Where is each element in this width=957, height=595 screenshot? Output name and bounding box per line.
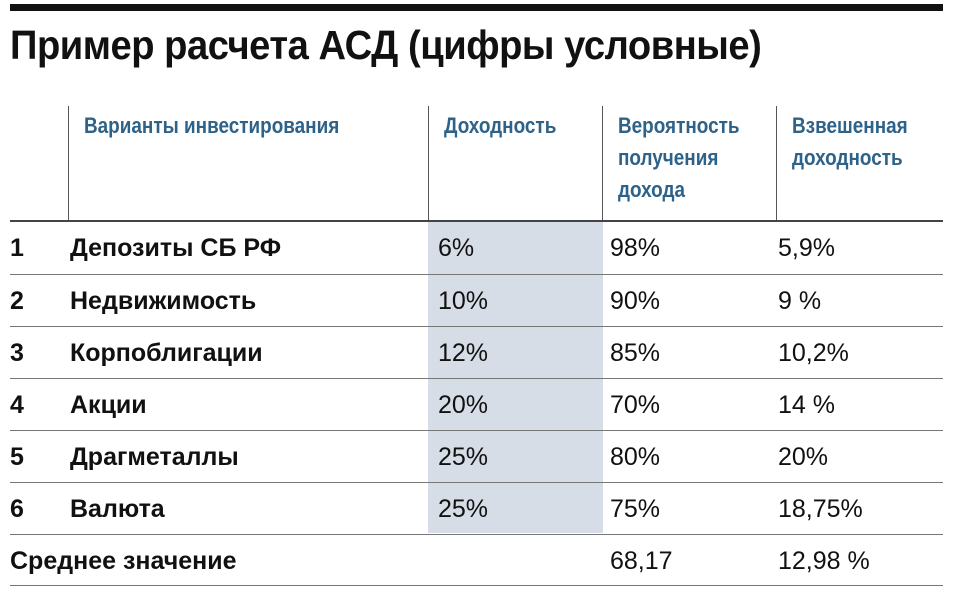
row-weighted: 20%: [778, 443, 829, 471]
yield-column-shade: [428, 222, 603, 533]
table-row: 2 Недвижимость 10% 90% 9 %: [10, 275, 943, 327]
row-number: 4: [10, 391, 24, 419]
header-variants: Варианты инвестирования: [84, 113, 340, 138]
row-divider: [10, 326, 943, 327]
row-weighted: 14 %: [778, 391, 835, 419]
header-probability: Вероятность получения дохода: [618, 113, 740, 202]
row-weighted: 9 %: [778, 287, 822, 315]
row-number: 5: [10, 443, 24, 471]
average-row: Среднее значение 68,17 12,98 %: [10, 535, 943, 587]
table-row: 5 Драгметаллы 25% 80% 20%: [10, 431, 943, 483]
top-rule: [10, 4, 943, 11]
row-yield: 25%: [438, 495, 489, 523]
row-divider: [10, 482, 943, 483]
table-row: 4 Акции 20% 70% 14 %: [10, 379, 943, 431]
row-number: 2: [10, 287, 24, 315]
row-yield: 10%: [438, 287, 489, 315]
investment-table: Варианты инвестирования Доходность Вероя…: [10, 106, 943, 586]
row-name: Драгметаллы: [70, 443, 239, 471]
header-divider: [776, 106, 777, 220]
table-row: 1 Депозиты СБ РФ 6% 98% 5,9%: [10, 222, 943, 274]
row-probability: 70%: [610, 391, 661, 419]
row-name: Депозиты СБ РФ: [70, 234, 282, 262]
header-divider: [428, 106, 429, 220]
row-yield: 12%: [438, 339, 489, 367]
header-bottom-rule: [10, 220, 943, 222]
table-row: 6 Валюта 25% 75% 18,75%: [10, 483, 943, 535]
table-row: 3 Корпоблигации 12% 85% 10,2%: [10, 327, 943, 379]
row-probability: 98%: [610, 234, 661, 262]
row-weighted: 10,2%: [778, 339, 849, 367]
row-weighted: 18,75%: [778, 495, 863, 523]
row-number: 3: [10, 339, 24, 367]
average-weighted: 12,98 %: [778, 547, 870, 575]
row-weighted: 5,9%: [778, 234, 835, 262]
row-yield: 25%: [438, 443, 489, 471]
row-name: Недвижимость: [70, 287, 257, 315]
row-yield: 20%: [438, 391, 489, 419]
header-divider: [68, 106, 69, 220]
row-number: 1: [10, 234, 24, 262]
row-divider: [10, 430, 943, 431]
row-divider: [10, 274, 943, 275]
row-divider: [10, 378, 943, 379]
row-probability: 90%: [610, 287, 661, 315]
header-weighted: Взвешенная доходность: [792, 113, 908, 170]
average-probability: 68,17: [610, 547, 673, 575]
row-probability: 80%: [610, 443, 661, 471]
row-divider: [10, 534, 943, 535]
row-yield: 6%: [438, 234, 475, 262]
row-number: 6: [10, 495, 24, 523]
row-name: Акции: [70, 391, 147, 419]
average-label: Среднее значение: [10, 547, 237, 575]
page-title: Пример расчета АСД (цифры условные): [10, 22, 762, 68]
row-name: Валюта: [70, 495, 165, 523]
row-name: Корпоблигации: [70, 339, 263, 367]
row-probability: 75%: [610, 495, 661, 523]
header-yield: Доходность: [444, 113, 557, 138]
table-bottom-rule: [10, 585, 943, 586]
row-probability: 85%: [610, 339, 661, 367]
header-divider: [602, 106, 603, 220]
